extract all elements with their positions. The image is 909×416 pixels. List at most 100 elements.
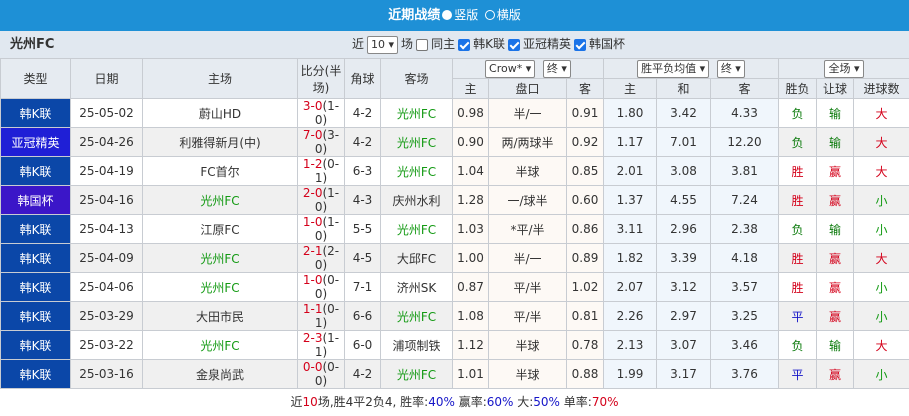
subcol: 胜负 (779, 79, 817, 99)
radio-vertical[interactable] (442, 10, 452, 20)
euro-home: 1.82 (604, 244, 657, 273)
handicap-cell: 平/半 (489, 302, 567, 331)
corner-cell: 4-2 (345, 99, 381, 128)
league-cell[interactable]: 韩国杯 (1, 186, 71, 215)
match-count-select[interactable]: 10 ▾ (367, 36, 398, 54)
score-cell[interactable]: 1-1(0-1) (298, 302, 345, 331)
unit-label: 场 (401, 31, 413, 58)
away-team[interactable]: 光州FC (381, 157, 453, 186)
away-water: 0.92 (567, 128, 604, 157)
home-team[interactable]: 利雅得新月(中) (143, 128, 298, 157)
league-checkbox[interactable] (574, 39, 586, 51)
home-team[interactable]: 光州FC (143, 186, 298, 215)
euro-away: 3.81 (711, 157, 779, 186)
score-cell[interactable]: 1-2(0-1) (298, 157, 345, 186)
result-cell: 负 (779, 331, 817, 360)
home-water: 0.90 (453, 128, 489, 157)
home-team[interactable]: 蔚山HD (143, 99, 298, 128)
away-water: 0.91 (567, 99, 604, 128)
table-row[interactable]: 韩K联 25-03-22 光州FC 2-3(1-1) 6-0 浦项制铁 1.12… (1, 331, 909, 360)
handicap-cell: 半球 (489, 157, 567, 186)
corner-cell: 4-5 (345, 244, 381, 273)
league-cell[interactable]: 韩K联 (1, 302, 71, 331)
full-score: 1-0 (303, 273, 323, 287)
away-team[interactable]: 庆州水利 (381, 186, 453, 215)
odds-time-select[interactable]: 终 ▾ (543, 60, 571, 78)
league-cell[interactable]: 韩K联 (1, 331, 71, 360)
asian-odds-header: Crow* ▾ 终 ▾ (453, 59, 604, 79)
company-select[interactable]: Crow* ▾ (485, 60, 535, 78)
league-checkbox[interactable] (508, 39, 520, 51)
away-team[interactable]: 济州SK (381, 273, 453, 302)
goals-result: 小 (854, 302, 909, 331)
away-team[interactable]: 大邱FC (381, 244, 453, 273)
score-cell[interactable]: 2-1(2-0) (298, 244, 345, 273)
score-cell[interactable]: 1-0(1-0) (298, 215, 345, 244)
league-cell[interactable]: 亚冠精英 (1, 128, 71, 157)
euro-home: 2.07 (604, 273, 657, 302)
handicap-result: 输 (817, 128, 854, 157)
col-away: 客场 (381, 59, 453, 99)
away-team[interactable]: 浦项制铁 (381, 331, 453, 360)
home-team[interactable]: 大田市民 (143, 302, 298, 331)
home-water: 1.12 (453, 331, 489, 360)
same-home-checkbox[interactable] (416, 39, 428, 51)
league-cell[interactable]: 韩K联 (1, 244, 71, 273)
subcol: 盘口 (489, 79, 567, 99)
table-row[interactable]: 韩K联 25-04-09 光州FC 2-1(2-0) 4-5 大邱FC 1.00… (1, 244, 909, 273)
full-score: 2-1 (303, 244, 323, 258)
score-cell[interactable]: 2-3(1-1) (298, 331, 345, 360)
league-cell[interactable]: 韩K联 (1, 99, 71, 128)
col-type: 类型 (1, 59, 71, 99)
count-value: 10 (371, 38, 385, 51)
table-row[interactable]: 韩K联 25-04-06 光州FC 1-0(0-0) 7-1 济州SK 0.87… (1, 273, 909, 302)
date-cell: 25-04-09 (71, 244, 143, 273)
euro-away: 3.57 (711, 273, 779, 302)
home-team[interactable]: 江原FC (143, 215, 298, 244)
score-cell[interactable]: 0-0(0-0) (298, 360, 345, 389)
table-row[interactable]: 韩K联 25-04-13 江原FC 1-0(1-0) 5-5 光州FC 1.03… (1, 215, 909, 244)
score-cell[interactable]: 7-0(3-0) (298, 128, 345, 157)
home-team[interactable]: 金泉尚武 (143, 360, 298, 389)
goals-result: 小 (854, 273, 909, 302)
league-cell[interactable]: 韩K联 (1, 273, 71, 302)
euro-select[interactable]: 胜平负均值 ▾ (637, 60, 709, 78)
table-row[interactable]: 韩K联 25-04-19 FC首尔 1-2(0-1) 6-3 光州FC 1.04… (1, 157, 909, 186)
home-team[interactable]: 光州FC (143, 244, 298, 273)
league-cell[interactable]: 韩K联 (1, 157, 71, 186)
table-row[interactable]: 韩K联 25-03-29 大田市民 1-1(0-1) 6-6 光州FC 1.08… (1, 302, 909, 331)
euro-draw: 3.42 (657, 99, 711, 128)
summary-text: 大: (513, 395, 533, 409)
home-team[interactable]: 光州FC (143, 331, 298, 360)
euro-time-select[interactable]: 终 ▾ (717, 60, 745, 78)
league-cell[interactable]: 韩K联 (1, 215, 71, 244)
table-row[interactable]: 韩K联 25-05-02 蔚山HD 3-0(1-0) 4-2 光州FC 0.98… (1, 99, 909, 128)
radio-horizontal[interactable] (485, 10, 495, 20)
table-row[interactable]: 韩国杯 25-04-16 光州FC 2-0(1-0) 4-3 庆州水利 1.28… (1, 186, 909, 215)
away-team[interactable]: 光州FC (381, 360, 453, 389)
score-cell[interactable]: 3-0(1-0) (298, 99, 345, 128)
table-row[interactable]: 韩K联 25-03-16 金泉尚武 0-0(0-0) 4-2 光州FC 1.01… (1, 360, 909, 389)
home-water: 0.98 (453, 99, 489, 128)
result-cell: 平 (779, 360, 817, 389)
away-team[interactable]: 光州FC (381, 302, 453, 331)
handicap-result: 赢 (817, 302, 854, 331)
league-cell[interactable]: 韩K联 (1, 360, 71, 389)
corner-cell: 6-6 (345, 302, 381, 331)
table-row[interactable]: 亚冠精英 25-04-26 利雅得新月(中) 7-0(3-0) 4-2 光州FC… (1, 128, 909, 157)
home-team[interactable]: 光州FC (143, 273, 298, 302)
score-cell[interactable]: 2-0(1-0) (298, 186, 345, 215)
score-cell[interactable]: 1-0(0-0) (298, 273, 345, 302)
home-team[interactable]: FC首尔 (143, 157, 298, 186)
corner-cell: 5-5 (345, 215, 381, 244)
handicap-text: 半球 (515, 339, 539, 353)
away-team[interactable]: 光州FC (381, 99, 453, 128)
scope-select[interactable]: 全场 ▾ (824, 60, 863, 78)
goals-result: 大 (854, 157, 909, 186)
euro-draw: 3.39 (657, 244, 711, 273)
over-rate: 50% (533, 395, 560, 409)
away-team[interactable]: 光州FC (381, 128, 453, 157)
home-water: 1.00 (453, 244, 489, 273)
away-team[interactable]: 光州FC (381, 215, 453, 244)
league-checkbox[interactable] (458, 39, 470, 51)
